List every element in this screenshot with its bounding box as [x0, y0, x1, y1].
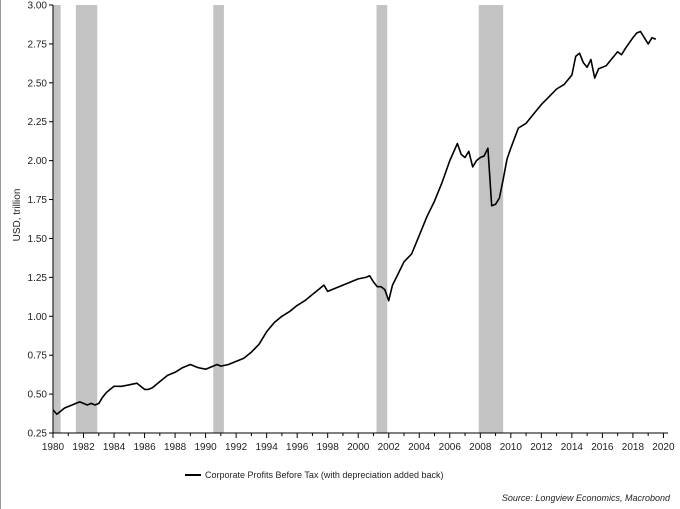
y-tick-label: 0.50: [28, 390, 48, 401]
recession-band: [53, 5, 61, 433]
x-tick-label: 2000: [347, 442, 370, 453]
x-tick-label: 1998: [317, 442, 340, 453]
x-tick-label: 2016: [591, 442, 614, 453]
x-tick-label: 1980: [42, 442, 65, 453]
y-tick-label: 1.25: [28, 273, 48, 284]
series-lines: [52, 30, 657, 416]
y-tick-label: 3.00: [28, 1, 48, 12]
x-tick-label: 1994: [256, 442, 279, 453]
x-tick-label: 2002: [378, 442, 401, 453]
y-tick-label: 2.50: [28, 78, 48, 89]
y-tick-label: 0.75: [28, 351, 48, 362]
y-tick-label: 1.50: [28, 234, 48, 245]
x-tick-label: 1988: [164, 442, 187, 453]
x-tick-label: 1996: [286, 442, 309, 453]
y-tick-label: 1.00: [28, 312, 48, 323]
legend: Corporate Profits Before Tax (with depre…: [185, 470, 443, 480]
recession-band: [75, 5, 98, 433]
recession-band: [213, 5, 224, 433]
x-tick-label: 2012: [530, 442, 553, 453]
recession-band: [478, 5, 504, 433]
legend-swatch: [185, 474, 201, 476]
x-tick-label: 2008: [469, 442, 492, 453]
axes: 0.25 0.50 0.75 1.00 1.25 1.50 1.75 2.00 2.25 2.50…: [28, 1, 675, 454]
y-tick-label: 2.00: [28, 156, 48, 167]
x-tick-label: 2020: [652, 442, 675, 453]
y-axis-label: USD, trillion: [12, 189, 23, 242]
x-tick-label: 1984: [103, 442, 126, 453]
x-tick-label: 1992: [225, 442, 248, 453]
x-tick-label: 1986: [133, 442, 156, 453]
recession-bands: [53, 5, 504, 433]
x-tick-label: 2006: [439, 442, 462, 453]
source-note: Source: Longview Economics, Macrobond: [501, 493, 670, 503]
frame-left-border: [0, 0, 1, 509]
x-tick-label: 2018: [622, 442, 645, 453]
recession-band: [376, 5, 388, 433]
x-tick-label: 2010: [500, 442, 523, 453]
y-tick-label: 0.25: [28, 429, 48, 440]
x-tick-label: 1982: [72, 442, 95, 453]
y-tick-label: 2.75: [28, 39, 48, 50]
x-tick-label: 1990: [194, 442, 217, 453]
series-line-corporate-profits: [52, 30, 657, 416]
legend-label: Corporate Profits Before Tax (with depre…: [205, 470, 444, 480]
y-tick-label: 2.25: [28, 117, 48, 128]
x-tick-label: 2004: [408, 442, 431, 453]
line-chart: 0.25 0.50 0.75 1.00 1.25 1.50 1.75 2.00 2.25 2.50…: [12, 1, 675, 454]
y-tick-label: 1.75: [28, 195, 48, 206]
x-tick-label: 2014: [561, 442, 584, 453]
